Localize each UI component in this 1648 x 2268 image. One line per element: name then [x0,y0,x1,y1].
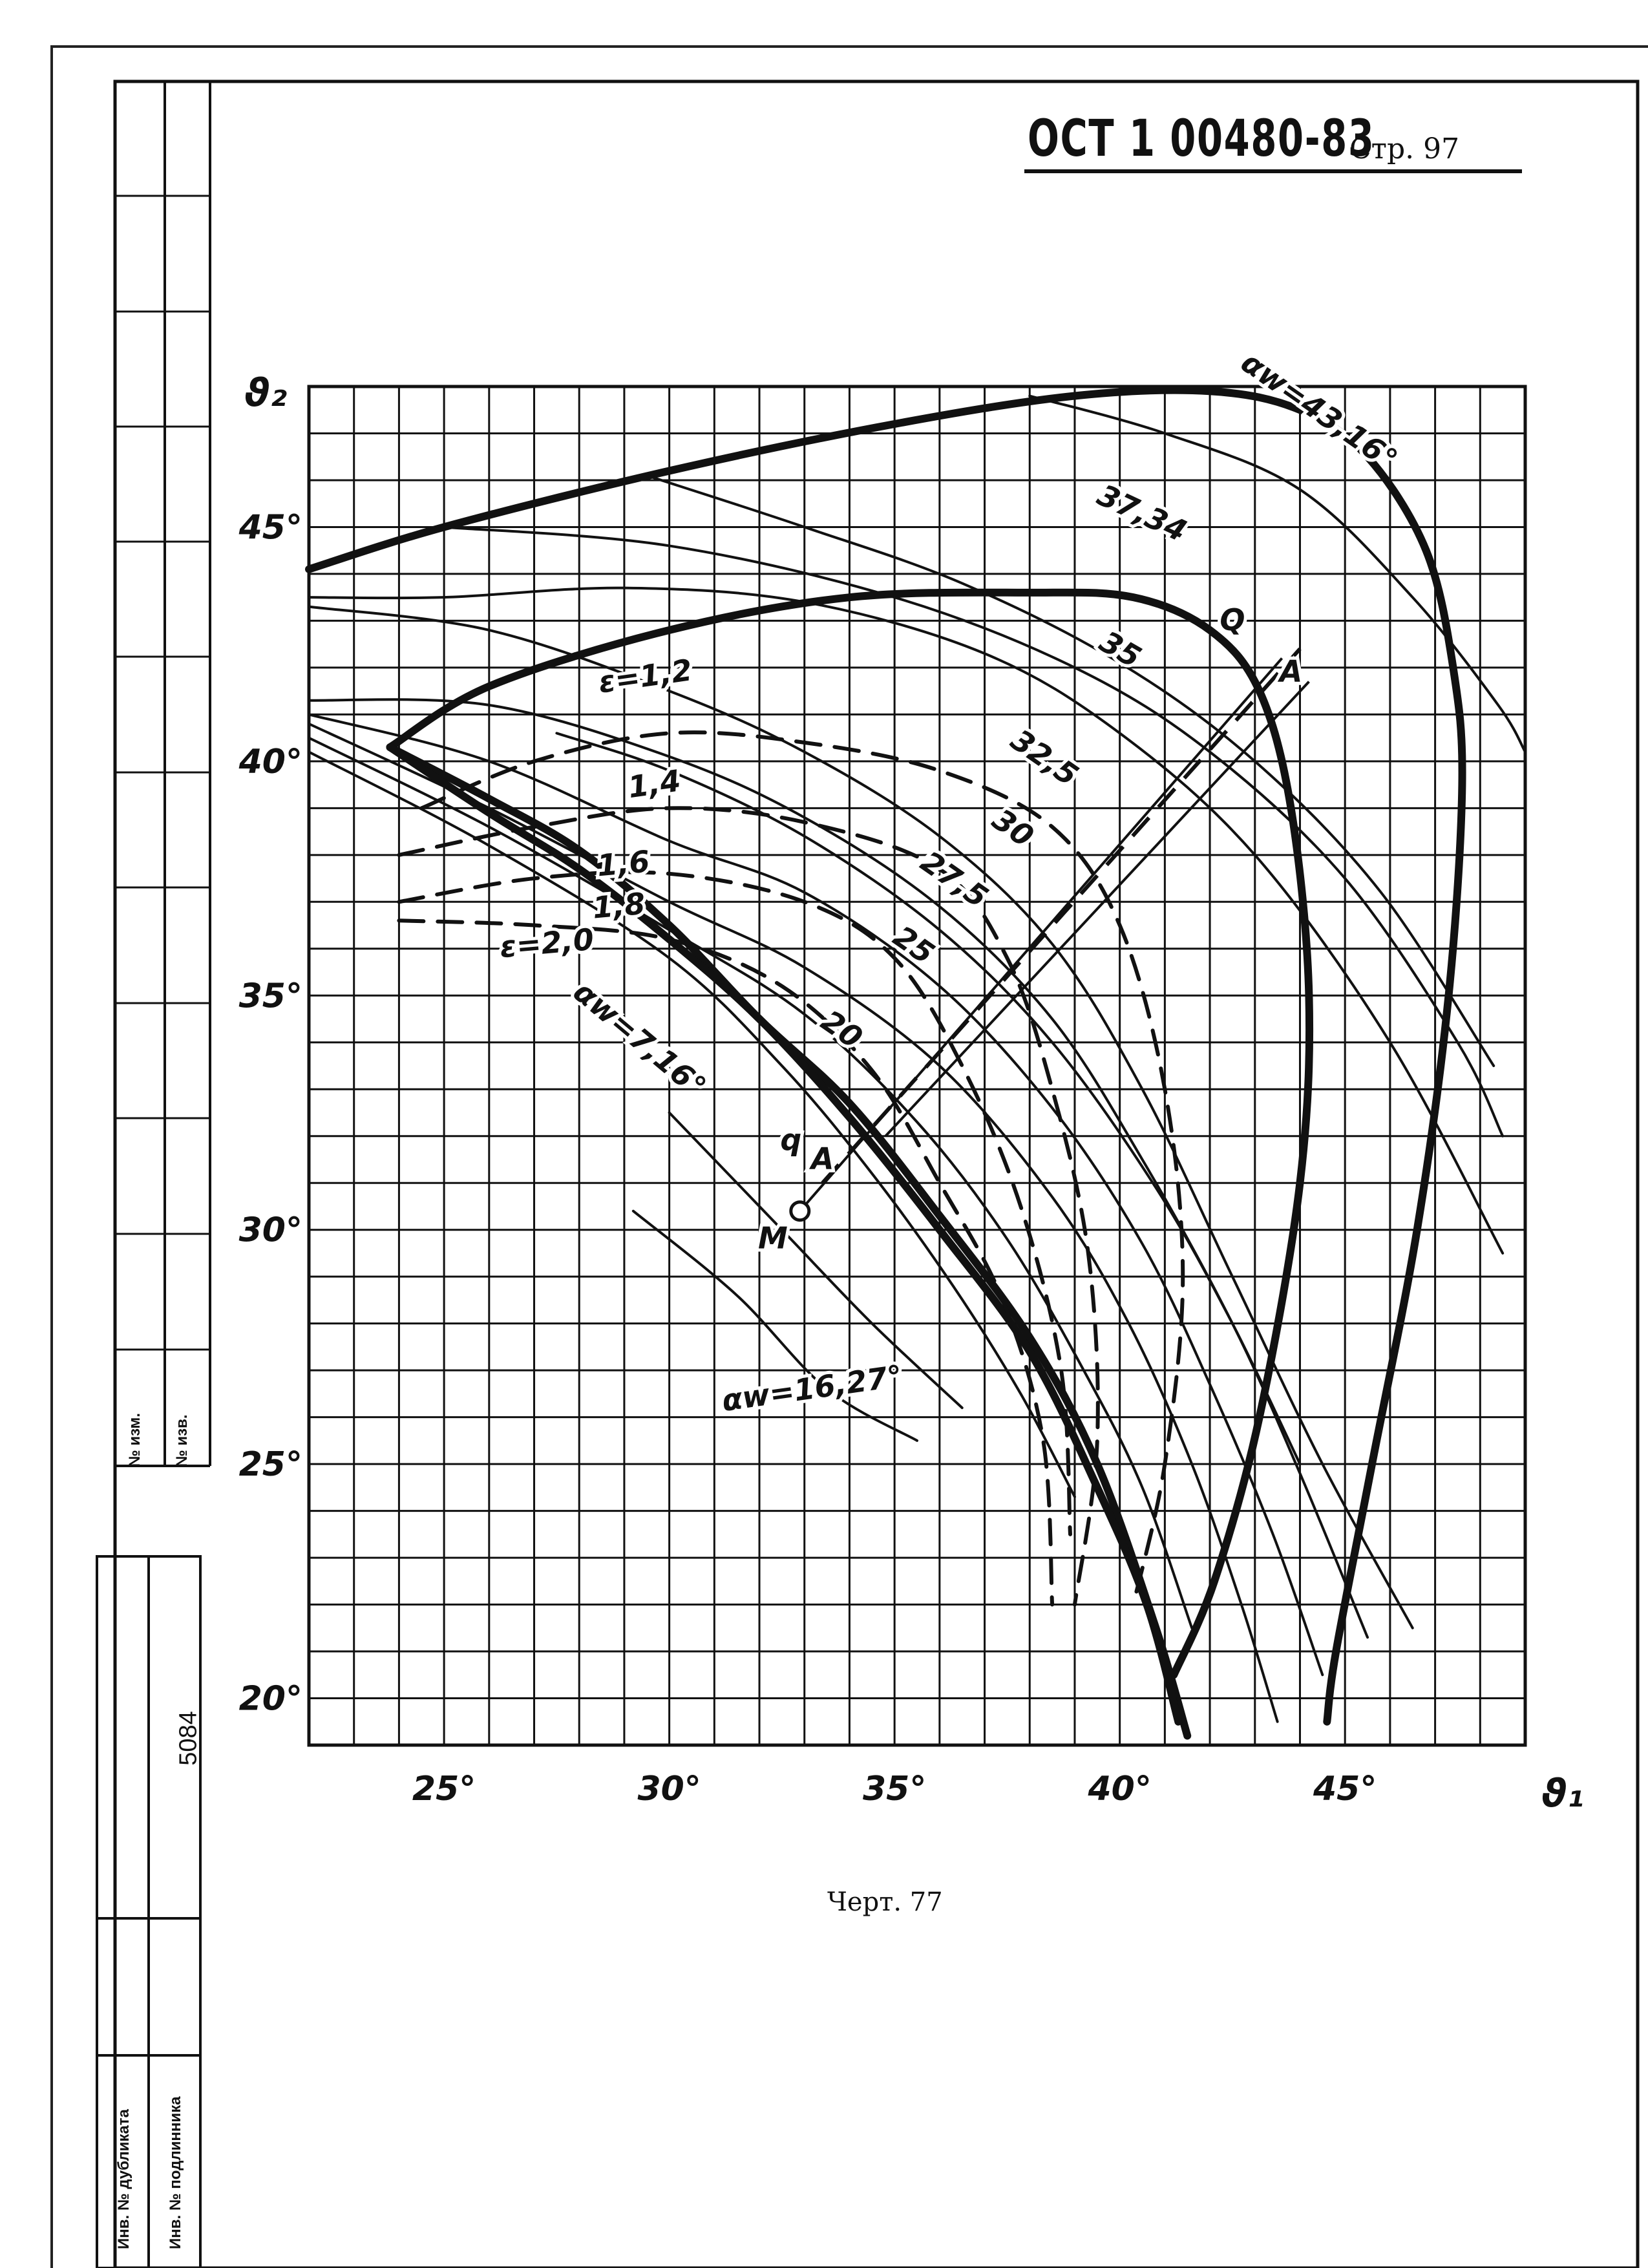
series-line-10 [308,713,1324,1677]
curve-label: A [809,1141,834,1176]
page-number: Стр. 97 [1349,132,1460,165]
auxiliary-line-2 [821,647,1302,1185]
series-line-6 [397,870,1072,1536]
series-line-14 [308,586,1505,1255]
series-line-19 [631,1209,918,1442]
chart-series [305,386,1527,1740]
series-line-3 [386,743,1183,1726]
x-tick-label: 25° [412,1770,476,1808]
curve-label: ε=1,2 [597,652,695,700]
curve-label: 1,6 [596,843,651,883]
header-underline [1024,169,1522,173]
curve-label: M [758,1221,788,1256]
curve-label: 37,34 [1092,477,1192,548]
x-axis-label: ϑ₁ [1541,1771,1584,1816]
curve-label: 1,4 [626,763,682,805]
auxiliary-line-1 [884,681,1310,1138]
curve-label: 30 [986,801,1040,854]
series-line-1 [386,588,1314,1679]
y-tick-label: 40° [238,743,302,781]
y-tick-label: 45° [238,508,302,547]
series-line-11 [308,722,1279,1723]
curve-label: A [1278,654,1303,689]
curve-label: 20 [815,1003,869,1055]
curve-label: 1,8 [591,886,647,926]
standard-number: ОСТ 1 00480-83 [1028,110,1375,168]
y-tick-label: 35° [239,977,302,1015]
x-tick-label: 40° [1087,1770,1151,1808]
curve-label: ε=2,0 [498,922,595,964]
series-line-2 [386,743,1192,1740]
series-line-0 [305,386,1466,1726]
series-line-15 [443,525,1505,1138]
x-tick-label: 30° [637,1770,701,1808]
series-line-16 [645,474,1495,1067]
curve-label: Q [1220,602,1245,637]
curve-label: αw=43,16° [1235,344,1404,477]
y-tick-label: 30° [239,1211,302,1250]
curve-label: 32,5 [1004,722,1084,792]
series-line-4 [419,730,1185,1607]
series-line-18 [555,732,1302,1466]
curve-label: αw=7,16° [567,974,713,1105]
x-tick-label: 45° [1313,1770,1377,1808]
x-tick-label: 35° [863,1770,926,1808]
series-line-7 [397,918,1055,1607]
series-line-17 [1028,394,1527,754]
y-axis-label: ϑ₂ [244,370,287,416]
series-line-13 [308,750,1076,1498]
point-marker [789,1200,811,1222]
y-tick-label: 25° [239,1445,302,1484]
figure-caption: Черт. 77 [827,1887,943,1917]
y-tick-label: 20° [239,1680,302,1719]
curve-label: q [780,1122,801,1157]
series-line-20 [668,1111,964,1410]
series-line-5 [397,806,1100,1607]
series-line-8 [308,605,1414,1629]
plot-frame [307,385,1527,1747]
curve-label: αw=16,27° [719,1358,904,1418]
series-line-9 [308,698,1369,1639]
